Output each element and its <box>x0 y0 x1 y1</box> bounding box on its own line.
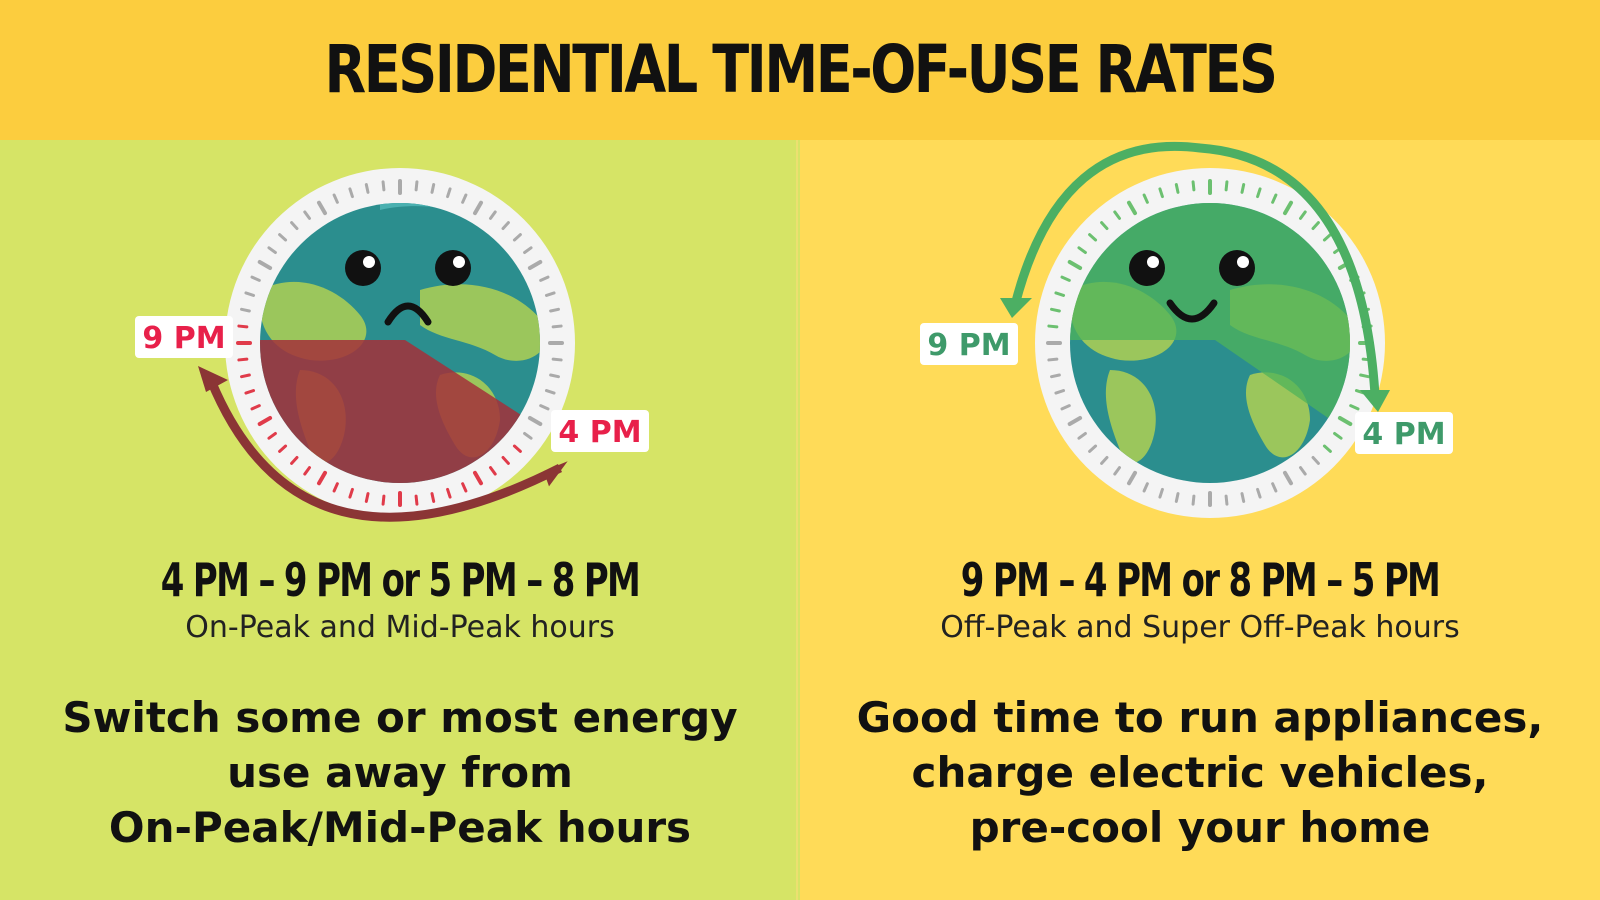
happy-earth-clock-icon: 9 PM 4 PM <box>920 141 1453 518</box>
sad-earth-clock-icon: 9 PM 4 PM <box>135 168 649 522</box>
left-eye <box>345 250 381 286</box>
start-time-label: 9 PM <box>927 328 1010 363</box>
page-title: RESIDENTIAL TIME-OF-USE RATES <box>324 31 1278 108</box>
start-time-label: 9 PM <box>142 321 225 356</box>
smile-mouth <box>1166 299 1218 323</box>
off-peak-hours-subtitle: Off-Peak and Super Off-Peak hours <box>940 610 1460 645</box>
end-time-label: 4 PM <box>1362 417 1445 452</box>
peak-range-arrow <box>205 376 563 522</box>
earth-globe <box>260 203 540 483</box>
start-time-tag <box>135 316 233 358</box>
peak-advice-line: use away from <box>227 748 573 797</box>
peak-hours-range: 4 PM – 9 PM or 5 PM – 8 PM <box>160 553 641 607</box>
off-peak-hours-range: 9 PM – 4 PM or 8 PM – 5 PM <box>960 553 1441 607</box>
peak-advice-line: On-Peak/Mid-Peak hours <box>108 803 692 852</box>
panel-divider <box>796 140 798 900</box>
off-peak-advice-line: Good time to run appliances, <box>856 693 1544 742</box>
off-peak-advice-line: charge electric vehicles, <box>911 748 1489 797</box>
end-time-tag <box>551 410 649 452</box>
header-bar <box>0 0 1600 140</box>
end-time-tag <box>1355 412 1453 454</box>
earth-globe <box>1070 203 1350 483</box>
clock-ticks <box>236 179 564 507</box>
right-eye <box>435 250 471 286</box>
peak-advice-line: Switch some or most energy <box>62 693 738 742</box>
off-peak-advice: Good time to run appliances, charge elec… <box>800 690 1600 855</box>
off-peak-advice-line: pre-cool your home <box>969 803 1431 852</box>
peak-hours-subtitle: On-Peak and Mid-Peak hours <box>185 610 615 645</box>
off-peak-range-arrow <box>1010 141 1380 396</box>
frown-mouth <box>384 302 432 326</box>
peak-advice: Switch some or most energy use away from… <box>0 690 800 855</box>
start-time-tag <box>920 323 1018 365</box>
right-eye <box>1219 250 1255 286</box>
left-eye <box>1129 250 1165 286</box>
end-time-label: 4 PM <box>558 415 641 450</box>
